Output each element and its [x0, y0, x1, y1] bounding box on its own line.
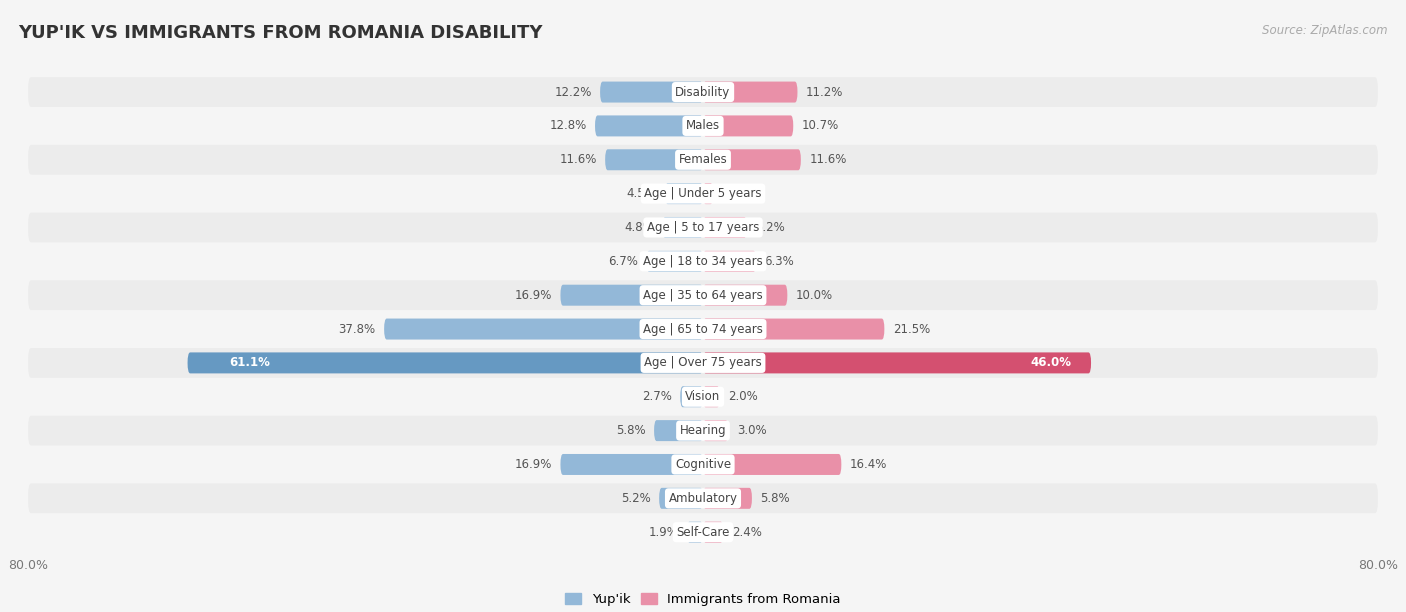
Text: 10.0%: 10.0% — [796, 289, 832, 302]
Text: 12.8%: 12.8% — [550, 119, 586, 132]
FancyBboxPatch shape — [681, 386, 703, 407]
Text: 11.6%: 11.6% — [810, 153, 846, 166]
FancyBboxPatch shape — [703, 251, 756, 272]
FancyBboxPatch shape — [28, 483, 1378, 513]
FancyBboxPatch shape — [595, 116, 703, 136]
Text: 1.9%: 1.9% — [648, 526, 679, 539]
FancyBboxPatch shape — [703, 116, 793, 136]
FancyBboxPatch shape — [28, 111, 1378, 141]
FancyBboxPatch shape — [605, 149, 703, 170]
Text: 46.0%: 46.0% — [1031, 356, 1071, 370]
Text: 5.2%: 5.2% — [755, 221, 785, 234]
FancyBboxPatch shape — [561, 285, 703, 305]
Text: Cognitive: Cognitive — [675, 458, 731, 471]
FancyBboxPatch shape — [384, 319, 703, 340]
Text: Disability: Disability — [675, 86, 731, 99]
Text: Age | 18 to 34 years: Age | 18 to 34 years — [643, 255, 763, 268]
FancyBboxPatch shape — [28, 382, 1378, 412]
FancyBboxPatch shape — [600, 81, 703, 103]
Text: 1.2%: 1.2% — [721, 187, 751, 200]
Text: 16.4%: 16.4% — [849, 458, 887, 471]
Text: Ambulatory: Ambulatory — [668, 492, 738, 505]
FancyBboxPatch shape — [703, 353, 1091, 373]
FancyBboxPatch shape — [703, 183, 713, 204]
Text: 4.5%: 4.5% — [627, 187, 657, 200]
FancyBboxPatch shape — [703, 81, 797, 103]
Text: 10.7%: 10.7% — [801, 119, 839, 132]
FancyBboxPatch shape — [703, 319, 884, 340]
Text: 6.7%: 6.7% — [609, 255, 638, 268]
Text: 2.0%: 2.0% — [728, 390, 758, 403]
FancyBboxPatch shape — [654, 420, 703, 441]
Text: 11.2%: 11.2% — [806, 86, 844, 99]
FancyBboxPatch shape — [28, 348, 1378, 378]
FancyBboxPatch shape — [703, 386, 720, 407]
Text: Age | 65 to 74 years: Age | 65 to 74 years — [643, 323, 763, 335]
Text: 21.5%: 21.5% — [893, 323, 929, 335]
Text: 3.0%: 3.0% — [737, 424, 766, 437]
Text: Source: ZipAtlas.com: Source: ZipAtlas.com — [1263, 24, 1388, 37]
FancyBboxPatch shape — [28, 77, 1378, 107]
Text: Self-Care: Self-Care — [676, 526, 730, 539]
FancyBboxPatch shape — [703, 420, 728, 441]
FancyBboxPatch shape — [703, 285, 787, 305]
FancyBboxPatch shape — [28, 416, 1378, 446]
FancyBboxPatch shape — [28, 517, 1378, 547]
FancyBboxPatch shape — [28, 450, 1378, 479]
Text: 5.8%: 5.8% — [616, 424, 645, 437]
FancyBboxPatch shape — [28, 247, 1378, 276]
FancyBboxPatch shape — [659, 488, 703, 509]
Text: 16.9%: 16.9% — [515, 458, 553, 471]
Text: Age | Under 5 years: Age | Under 5 years — [644, 187, 762, 200]
FancyBboxPatch shape — [665, 183, 703, 204]
Text: 5.2%: 5.2% — [621, 492, 651, 505]
Text: Vision: Vision — [685, 390, 721, 403]
FancyBboxPatch shape — [28, 314, 1378, 344]
Text: 2.4%: 2.4% — [731, 526, 762, 539]
FancyBboxPatch shape — [688, 521, 703, 543]
FancyBboxPatch shape — [28, 179, 1378, 209]
Text: 61.1%: 61.1% — [229, 356, 270, 370]
Text: Males: Males — [686, 119, 720, 132]
Text: Hearing: Hearing — [679, 424, 727, 437]
FancyBboxPatch shape — [28, 145, 1378, 174]
FancyBboxPatch shape — [662, 217, 703, 238]
Text: 37.8%: 37.8% — [339, 323, 375, 335]
FancyBboxPatch shape — [703, 454, 841, 475]
FancyBboxPatch shape — [703, 521, 723, 543]
FancyBboxPatch shape — [647, 251, 703, 272]
Text: 6.3%: 6.3% — [765, 255, 794, 268]
Text: 11.6%: 11.6% — [560, 153, 596, 166]
FancyBboxPatch shape — [703, 149, 801, 170]
Text: 12.2%: 12.2% — [554, 86, 592, 99]
FancyBboxPatch shape — [187, 353, 703, 373]
Text: 4.8%: 4.8% — [624, 221, 654, 234]
Text: 16.9%: 16.9% — [515, 289, 553, 302]
Text: Females: Females — [679, 153, 727, 166]
FancyBboxPatch shape — [28, 212, 1378, 242]
Text: Age | Over 75 years: Age | Over 75 years — [644, 356, 762, 370]
FancyBboxPatch shape — [703, 217, 747, 238]
Text: YUP'IK VS IMMIGRANTS FROM ROMANIA DISABILITY: YUP'IK VS IMMIGRANTS FROM ROMANIA DISABI… — [18, 24, 543, 42]
Text: Age | 35 to 64 years: Age | 35 to 64 years — [643, 289, 763, 302]
Text: 2.7%: 2.7% — [643, 390, 672, 403]
Text: 5.8%: 5.8% — [761, 492, 790, 505]
Legend: Yup'ik, Immigrants from Romania: Yup'ik, Immigrants from Romania — [565, 593, 841, 606]
FancyBboxPatch shape — [561, 454, 703, 475]
Text: Age | 5 to 17 years: Age | 5 to 17 years — [647, 221, 759, 234]
FancyBboxPatch shape — [703, 488, 752, 509]
FancyBboxPatch shape — [28, 280, 1378, 310]
